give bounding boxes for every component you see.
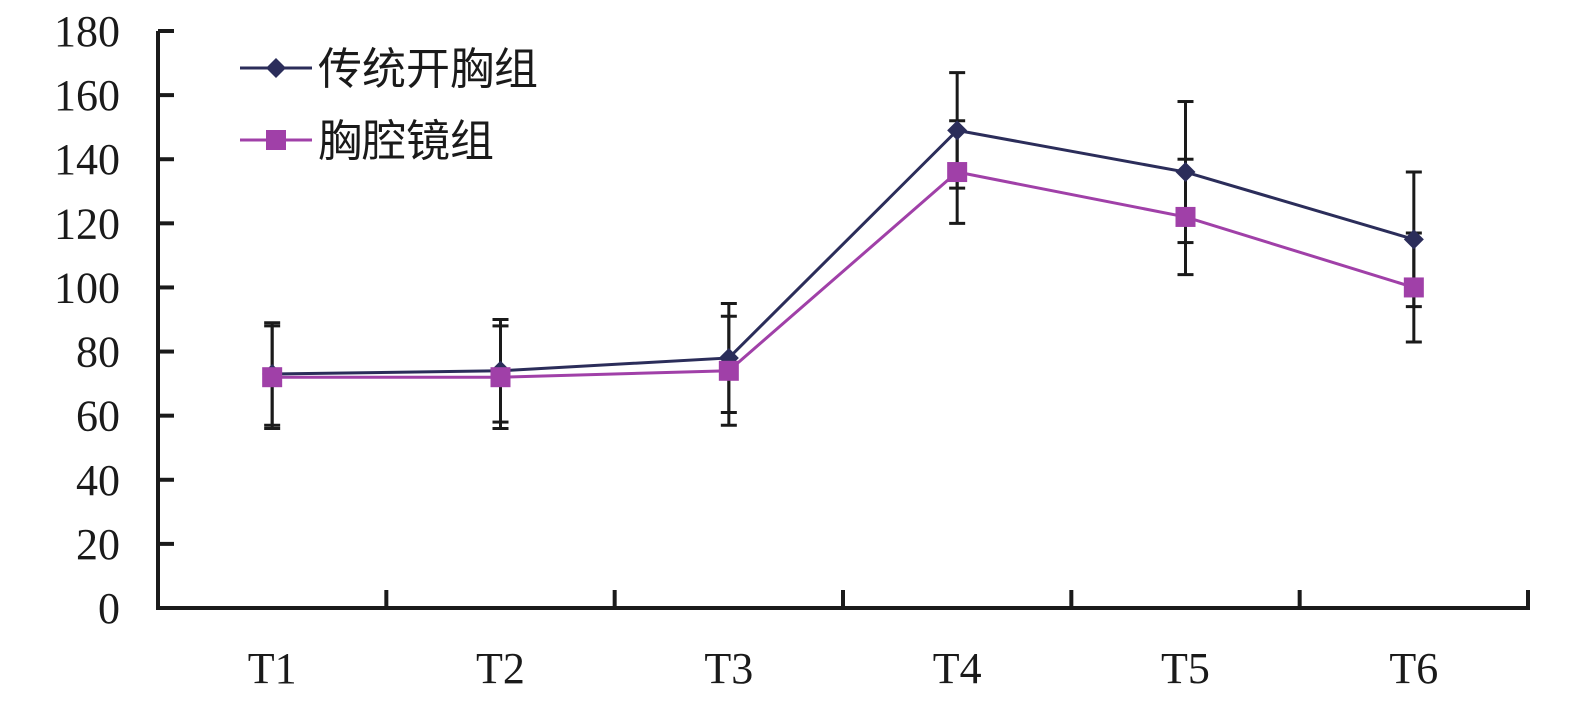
data-point-square xyxy=(262,367,283,388)
data-point-square xyxy=(1175,206,1196,227)
y-tick-label: 40 xyxy=(76,456,120,505)
y-tick-label: 20 xyxy=(76,520,120,569)
y-tick-label: 180 xyxy=(54,7,120,56)
y-tick-label: 160 xyxy=(54,71,120,120)
y-tick-label: 140 xyxy=(54,135,120,184)
series-lines xyxy=(272,128,1415,379)
series-markers xyxy=(262,120,1424,388)
data-point-square xyxy=(947,162,968,183)
series-line xyxy=(272,128,1415,376)
y-tick-label: 80 xyxy=(76,328,120,377)
y-tick-label: 0 xyxy=(98,584,120,633)
data-point-diamond xyxy=(266,58,286,78)
ticks: 0 20 40 60 80 100 120 140 160 180 T1 T2 T3 T4 T5 T6 xyxy=(54,7,1530,693)
series-line xyxy=(272,170,1415,379)
y-tick-label: 120 xyxy=(54,199,120,248)
data-point-square xyxy=(490,367,511,388)
y-tick-label: 60 xyxy=(76,392,120,441)
data-point-square xyxy=(1403,277,1424,298)
x-tick-label: T4 xyxy=(933,644,982,693)
y-tick-label: 100 xyxy=(54,263,120,312)
legend-label: 胸腔镜组 xyxy=(318,116,494,167)
x-tick-label: T1 xyxy=(248,644,297,693)
data-point-diamond xyxy=(1175,162,1196,183)
data-point-square xyxy=(266,130,286,150)
x-tick-label: T3 xyxy=(704,644,753,693)
data-point-diamond xyxy=(947,120,968,141)
data-point-square xyxy=(718,360,739,381)
legend-label: 传统开胸组 xyxy=(318,44,538,95)
x-tick-label: T6 xyxy=(1389,644,1438,693)
x-tick-label: T5 xyxy=(1161,644,1210,693)
x-tick-label: T2 xyxy=(476,644,525,693)
data-point-diamond xyxy=(1403,229,1424,250)
